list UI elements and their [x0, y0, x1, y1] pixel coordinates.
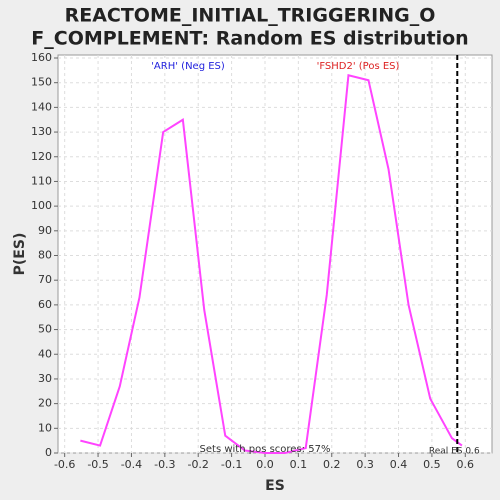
y-tick-label: 40 — [38, 347, 52, 360]
x-tick-label: 0.0 — [256, 458, 274, 471]
x-tick-label: -0.1 — [221, 458, 242, 471]
x-tick-label: 0.4 — [390, 458, 408, 471]
y-tick-label: 60 — [38, 298, 52, 311]
y-tick-label: 50 — [38, 323, 52, 336]
y-tick-label: 0 — [45, 446, 52, 459]
y-tick-label: 70 — [38, 273, 52, 286]
y-tick-label: 20 — [38, 397, 52, 410]
x-axis-label: ES — [265, 478, 285, 494]
y-tick-label: 140 — [31, 100, 52, 113]
x-tick-label: 0.3 — [356, 458, 374, 471]
chart-title-line1: REACTOME_INITIAL_TRIGGERING_O — [65, 5, 436, 27]
y-tick-label: 80 — [38, 249, 52, 262]
y-tick-label: 160 — [31, 51, 52, 64]
line-series — [80, 74, 463, 454]
x-tick-label: -0.3 — [154, 458, 175, 471]
y-tick-label: 120 — [31, 150, 52, 163]
x-tick-label: 0.6 — [457, 458, 475, 471]
x-tick-label: -0.4 — [121, 458, 142, 471]
y-tick-label: 100 — [31, 199, 52, 212]
annotation: 'FSHD2' (Pos ES) — [317, 61, 400, 72]
y-tick-label: 130 — [31, 125, 52, 138]
plot-area — [57, 54, 493, 454]
x-tick-label: -0.5 — [87, 458, 108, 471]
x-tick-label: -0.2 — [187, 458, 208, 471]
y-tick-label: 30 — [38, 372, 52, 385]
x-tick-label: 0.2 — [323, 458, 341, 471]
y-tick-label: 90 — [38, 224, 52, 237]
x-tick-label: 0.1 — [290, 458, 308, 471]
annotation: Sets with pos scores: 57% — [200, 444, 331, 455]
y-tick-label: 110 — [31, 174, 52, 187]
x-tick-label: -0.6 — [54, 458, 75, 471]
chart-title-line2: F_COMPLEMENT: Random ES distribution — [31, 28, 468, 50]
real-es-label: Real ES 0.6 — [429, 447, 480, 457]
y-tick-label: 10 — [38, 421, 52, 434]
y-tick-label: 150 — [31, 76, 52, 89]
y-axis-label: P(ES) — [12, 233, 28, 276]
x-tick-label: 0.5 — [423, 458, 441, 471]
annotation: 'ARH' (Neg ES) — [151, 61, 225, 72]
